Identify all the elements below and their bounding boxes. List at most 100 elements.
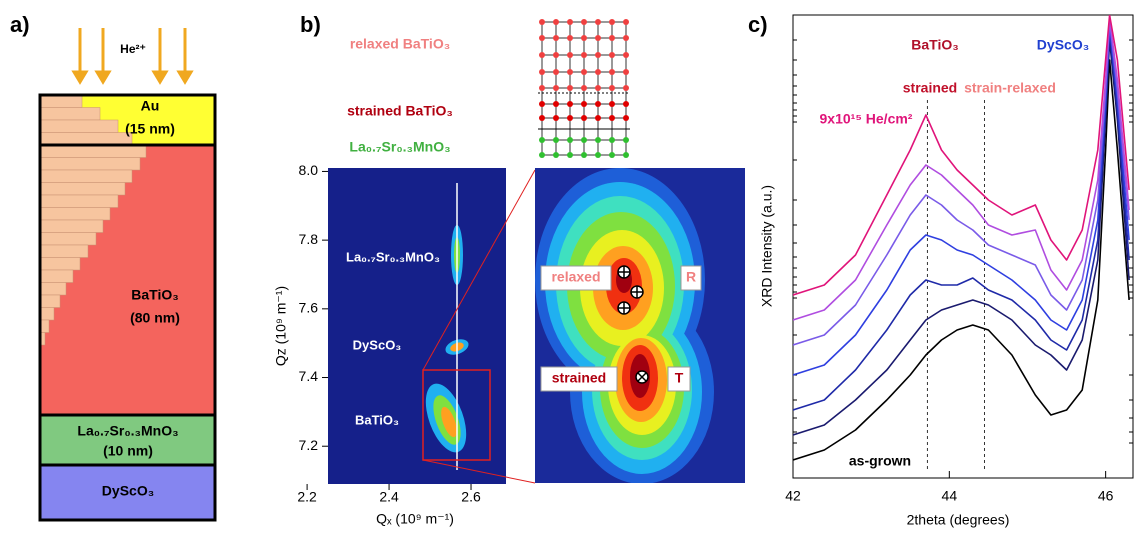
layer-thickness: (10 nm) <box>103 443 153 459</box>
atom <box>581 52 587 58</box>
label-box <box>540 265 612 291</box>
atom <box>539 152 545 158</box>
atom <box>609 35 615 41</box>
y-axis-label: Qz (10⁹ m⁻¹) <box>273 286 289 366</box>
layer-name: Au <box>141 98 160 114</box>
atom <box>567 19 573 25</box>
layer-thickness: (80 nm) <box>130 310 180 326</box>
panel-label: a) <box>10 12 30 37</box>
map-spots <box>422 169 536 484</box>
series-line <box>793 59 1130 461</box>
atom <box>581 115 587 121</box>
panel-c: c) 2theta (degrees) XRD Intensity (a.u.)… <box>748 12 1134 528</box>
implant-profile <box>39 94 147 346</box>
atom <box>595 101 601 107</box>
inset-label: relaxed <box>551 269 600 285</box>
y-tick-label: 7.2 <box>299 437 319 453</box>
atom <box>567 137 573 143</box>
schematic-label: La₀.₇Sr₀.₃MnO₃ <box>349 139 450 155</box>
atom <box>553 152 559 158</box>
atom <box>553 35 559 41</box>
panel-label: b) <box>300 12 321 37</box>
atom <box>595 35 601 41</box>
atom <box>623 137 629 143</box>
atom <box>567 69 573 75</box>
atom <box>567 35 573 41</box>
layer-name: La₀.₇Sr₀.₃MnO₃ <box>77 423 178 439</box>
atom <box>623 69 629 75</box>
y-axis-label: XRD Intensity (a.u.) <box>759 185 775 307</box>
atom <box>581 152 587 158</box>
panel-label: c) <box>748 12 768 37</box>
atom <box>567 152 573 158</box>
atom <box>539 115 545 121</box>
atom <box>553 52 559 58</box>
atom <box>595 115 601 121</box>
layer-name: DyScO₃ <box>102 483 154 499</box>
annotation: DyScO₃ <box>1037 37 1089 53</box>
atom <box>553 19 559 25</box>
atom <box>623 35 629 41</box>
atom <box>567 101 573 107</box>
series-line <box>793 24 1130 376</box>
y-tick-label: 7.8 <box>299 231 319 247</box>
y-tick-label: 7.4 <box>299 368 319 384</box>
y-tick-label: 7.6 <box>299 300 319 316</box>
atom <box>623 152 629 158</box>
atom <box>595 152 601 158</box>
inset-label: T <box>675 370 684 386</box>
atom <box>539 85 545 91</box>
atom <box>539 52 545 58</box>
inset-label: R <box>686 269 696 285</box>
atom <box>609 137 615 143</box>
atom <box>539 35 545 41</box>
y-tick-label: 8.0 <box>299 162 319 178</box>
atom <box>595 85 601 91</box>
x-tick-label: 44 <box>942 488 958 504</box>
atom <box>609 52 615 58</box>
atom <box>609 19 615 25</box>
atom <box>609 115 615 121</box>
atom <box>609 152 615 158</box>
peak-label: BaTiO₃ <box>355 412 399 427</box>
atom <box>623 101 629 107</box>
atom <box>581 19 587 25</box>
layer-name: BaTiO₃ <box>131 287 178 303</box>
label-box <box>540 366 618 392</box>
panel-a: a) He²⁺ Au (15 nm) BaTiO₃ (80 nm) La₀.₇S… <box>10 12 217 522</box>
layer <box>40 415 215 465</box>
atom <box>623 115 629 121</box>
label-box <box>680 265 702 291</box>
x-tick-label: 2.6 <box>461 489 481 505</box>
x-tick-label: 2.2 <box>297 489 317 505</box>
x-tick-label: 46 <box>1098 488 1114 504</box>
atom <box>623 85 629 91</box>
lattice-schematic <box>538 19 630 158</box>
atom <box>553 137 559 143</box>
atom <box>581 35 587 41</box>
atom <box>553 85 559 91</box>
atom <box>553 115 559 121</box>
layer <box>40 465 215 520</box>
atom <box>539 69 545 75</box>
x-axis-label: Qₓ (10⁹ m⁻¹) <box>376 511 454 527</box>
atom <box>609 101 615 107</box>
atom <box>595 137 601 143</box>
map-background <box>328 168 506 484</box>
atom <box>581 85 587 91</box>
atom <box>581 101 587 107</box>
peak-markers <box>617 265 649 384</box>
ion-arrows <box>71 28 194 85</box>
x-axis-label: 2theta (degrees) <box>907 512 1010 528</box>
atom <box>623 52 629 58</box>
atom <box>553 69 559 75</box>
peak-label: DyScO₃ <box>353 337 402 352</box>
atom <box>609 85 615 91</box>
series-label: as-grown <box>849 453 911 469</box>
atom <box>595 19 601 25</box>
atom <box>623 19 629 25</box>
atom <box>553 101 559 107</box>
series-line <box>793 17 1130 321</box>
x-tick-label: 42 <box>785 488 801 504</box>
